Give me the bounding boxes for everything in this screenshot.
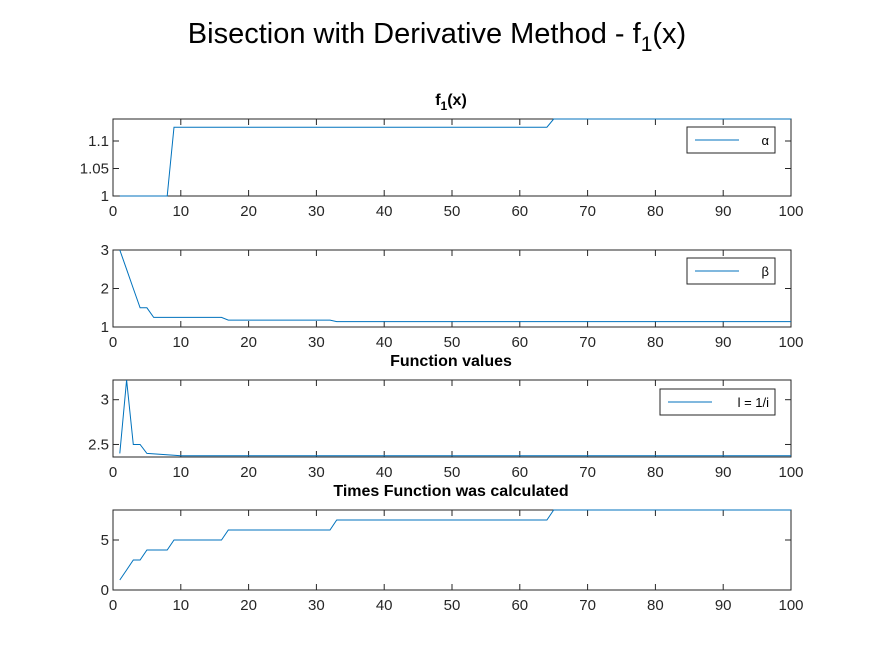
- x-tick-label: 30: [308, 334, 325, 351]
- x-tick-label: 70: [579, 597, 596, 614]
- x-tick-label: 0: [109, 334, 117, 351]
- subplot-4: 0 10 20 30 40 50 60 70 80 90 100 0 5 Times Function w…: [101, 483, 804, 614]
- subplot-1: 0 10 20 30 40 50 60 70 80 90 100 1 1.05 1.1 f1(x) α: [80, 92, 804, 220]
- y-tick-label: 2: [101, 281, 109, 298]
- x-tick-label: 20: [240, 464, 257, 481]
- x-tick-label: 20: [240, 334, 257, 351]
- x-tick-label: 0: [109, 464, 117, 481]
- figure-title: Bisection with Derivative Method - f1(x): [188, 18, 686, 56]
- legend-label: α: [761, 133, 769, 148]
- figure-title-subscript: 1: [641, 33, 653, 56]
- x-tick-label: 30: [308, 203, 325, 220]
- legend-label: l = 1/i: [738, 395, 770, 410]
- x-tick-label: 10: [172, 464, 189, 481]
- subplot-1-title: f1(x): [435, 92, 467, 113]
- figure-title-suffix: (x): [652, 18, 686, 50]
- x-tick-label: 0: [109, 203, 117, 220]
- x-tick-label: 30: [308, 597, 325, 614]
- y-tick-label: 0: [101, 582, 109, 599]
- x-tick-label: 90: [715, 203, 732, 220]
- x-tick-label: 100: [778, 597, 803, 614]
- x-tick-label: 40: [376, 203, 393, 220]
- y-tick-label: 3: [101, 242, 109, 259]
- x-tick-label: 40: [376, 334, 393, 351]
- x-tick-label: 40: [376, 464, 393, 481]
- x-tick-label: 70: [579, 334, 596, 351]
- y-tick-label: 5: [101, 532, 109, 549]
- y-tick-label: 1.05: [80, 161, 109, 178]
- x-tick-label: 0: [109, 597, 117, 614]
- y-tick-label: 1.1: [88, 133, 109, 150]
- x-tick-label: 60: [511, 464, 528, 481]
- x-tick-label: 10: [172, 334, 189, 351]
- x-tick-label: 60: [511, 597, 528, 614]
- x-tick-label: 10: [172, 203, 189, 220]
- x-tick-label: 50: [444, 464, 461, 481]
- subplot-3-title: Function values: [390, 353, 512, 370]
- x-tick-label: 70: [579, 203, 596, 220]
- x-tick-label: 20: [240, 597, 257, 614]
- subplot-3: 0 10 20 30 40 50 60 70 80 90 100 2.5 3 Function value…: [88, 353, 803, 481]
- series-line-subplot-3: [119, 379, 791, 457]
- x-tick-label: 50: [444, 334, 461, 351]
- x-tick-label: 40: [376, 597, 393, 614]
- subplot-4-title: Times Function was calculated: [333, 483, 568, 500]
- x-tick-label: 70: [579, 464, 596, 481]
- x-tick-label: 80: [647, 203, 664, 220]
- x-tick-label: 100: [778, 464, 803, 481]
- x-tick-label: 80: [647, 597, 664, 614]
- y-tick-label: 2.5: [88, 436, 109, 453]
- series-line-subplot-4: [119, 509, 791, 581]
- x-tick-label: 90: [715, 597, 732, 614]
- x-tick-label: 90: [715, 334, 732, 351]
- series-line-subplot-1: [119, 118, 791, 197]
- x-tick-label: 80: [647, 334, 664, 351]
- x-tick-label: 100: [778, 203, 803, 220]
- x-tick-label: 30: [308, 464, 325, 481]
- y-tick-label: 1: [101, 319, 109, 336]
- y-tick-label: 1: [101, 188, 109, 205]
- y-tick-label: 3: [101, 392, 109, 409]
- x-tick-label: 20: [240, 203, 257, 220]
- subplot-4-axes-box: [112, 509, 792, 591]
- x-tick-label: 100: [778, 334, 803, 351]
- x-tick-label: 10: [172, 597, 189, 614]
- x-tick-label: 90: [715, 464, 732, 481]
- x-tick-label: 80: [647, 464, 664, 481]
- subplot-2: 0 10 20 30 40 50 60 70 80 90 100 1 2 3 β: [101, 242, 804, 351]
- x-tick-label: 50: [444, 203, 461, 220]
- x-tick-label: 60: [511, 334, 528, 351]
- x-tick-label: 60: [511, 203, 528, 220]
- legend-label: β: [762, 264, 769, 279]
- x-tick-label: 50: [444, 597, 461, 614]
- series-line-subplot-2: [119, 249, 791, 323]
